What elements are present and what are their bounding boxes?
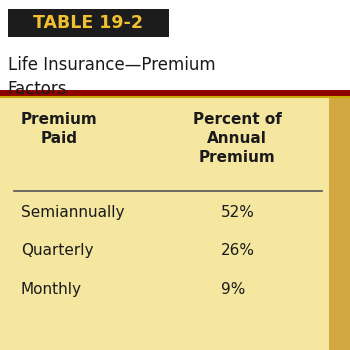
Text: Quarterly: Quarterly [21, 243, 93, 258]
FancyBboxPatch shape [329, 94, 350, 350]
Text: TABLE 19-2: TABLE 19-2 [33, 14, 143, 32]
Text: Percent of
Annual
Premium: Percent of Annual Premium [193, 112, 281, 166]
FancyBboxPatch shape [0, 94, 329, 350]
Text: Monthly: Monthly [21, 282, 82, 297]
Text: Semiannually: Semiannually [21, 205, 125, 220]
Text: Life Insurance—Premium: Life Insurance—Premium [8, 56, 215, 74]
Text: Premium
Paid: Premium Paid [21, 112, 98, 146]
Text: 52%: 52% [220, 205, 254, 220]
FancyBboxPatch shape [8, 9, 169, 37]
Text: Factors: Factors [8, 80, 67, 98]
Text: 9%: 9% [220, 282, 245, 297]
Text: 26%: 26% [220, 243, 254, 258]
